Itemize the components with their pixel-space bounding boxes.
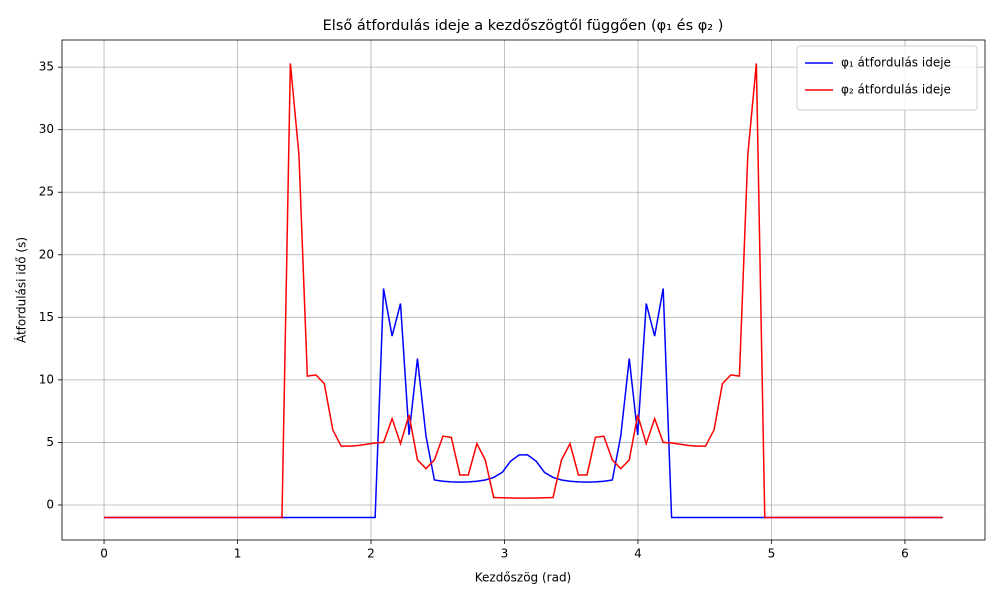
y-tick-label: 5	[46, 435, 54, 449]
x-axis-label: Kezdőszög (rad)	[475, 571, 572, 585]
x-tick-label: 4	[634, 547, 642, 561]
x-tick-label: 6	[901, 547, 909, 561]
legend-box	[796, 45, 978, 111]
x-tick-label: 1	[234, 547, 242, 561]
y-axis-label: Átfordulási idő (s)	[14, 237, 29, 343]
x-tick-label: 3	[501, 547, 509, 561]
plot-frame	[61, 39, 986, 541]
y-tick-label: 35	[39, 60, 54, 74]
y-tick-label: 15	[39, 310, 54, 324]
chart-title: Első átfordulás ideje a kezdőszögtől füg…	[323, 18, 724, 34]
x-tick-label: 0	[100, 547, 108, 561]
series-line	[104, 288, 943, 519]
y-tick-label: 25	[39, 185, 54, 199]
y-tick-label: 20	[39, 247, 54, 261]
series-line	[104, 63, 943, 519]
x-tick-label: 2	[367, 547, 375, 561]
legend-label: φ₂ átfordulás ideje	[841, 83, 951, 97]
legend-label: φ₁ átfordulás ideje	[841, 56, 951, 70]
x-tick-label: 5	[768, 547, 776, 561]
legend: φ₁ átfordulás ideje φ₂ átfordulás ideje	[796, 45, 978, 111]
y-tick-label: 30	[39, 122, 54, 136]
y-tick-label: 0	[46, 497, 54, 511]
y-tick-label: 10	[39, 372, 54, 386]
